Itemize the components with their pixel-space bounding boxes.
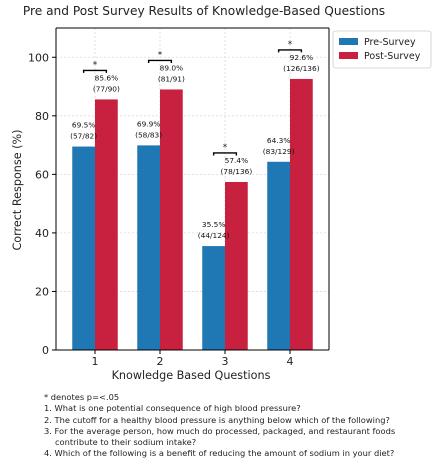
x-tick-label: 3 (222, 355, 229, 368)
bar-chart: Pre and Post Survey Results of Knowledge… (11, 4, 432, 382)
significance-bracket-1 (82, 69, 108, 73)
question-3: 3. For the average person, how much do p… (44, 425, 396, 448)
post-survey-label-1-percent: 85.6% (95, 73, 118, 82)
pre-survey-label-1-count: (57/82) (70, 132, 97, 141)
post-survey-label-4-count: (126/136) (283, 64, 320, 73)
significance-bracket-3 (212, 152, 238, 156)
y-tick-label: 80 (35, 110, 49, 123)
axes: 0 20 40 60 80 100 1 2 3 4 (28, 27, 330, 368)
y-tick-label: 100 (28, 51, 49, 64)
significance-markers: * * * * (82, 40, 303, 156)
significance-footnote: * denotes p=<.05 (44, 392, 120, 402)
chart-title: Pre and Post Survey Results of Knowledge… (23, 4, 385, 18)
legend-label: Post-Survey (364, 51, 421, 62)
legend-swatch (339, 52, 358, 59)
data-labels: 69.5% (57/82) 85.6% (77/90) 69.9% (58/83) 89.0… (70, 53, 320, 240)
post-survey-bar-2 (160, 89, 183, 351)
post-survey-label-4-percent: 92.6% (290, 53, 313, 62)
question-1: 1. What is one potential consequence of … (44, 403, 301, 414)
pre-survey-label-4-count: (83/129) (263, 147, 295, 156)
significance-star-4: * (288, 40, 292, 50)
x-tick-label: 2 (157, 355, 164, 368)
pre-survey-label-2-percent: 69.9% (137, 119, 160, 128)
y-tick-label: 40 (35, 227, 49, 240)
bars (72, 78, 313, 351)
post-survey-label-2-count: (81/91) (158, 74, 185, 83)
notes: * denotes p=<.05 1. What is one potentia… (44, 392, 438, 460)
post-survey-label-3-percent: 57.4% (225, 156, 248, 165)
significance-bracket-2 (147, 59, 173, 63)
significance-bracket-4 (277, 49, 303, 53)
significance-star-2: * (158, 50, 162, 60)
post-survey-bar-1 (95, 99, 118, 351)
question-2: 2. The cutoff for a healthy blood pressu… (44, 414, 390, 425)
pre-survey-bar-4 (267, 161, 290, 350)
significance-star-1: * (93, 60, 97, 70)
legend-swatch (339, 38, 358, 45)
legend-label: Pre-Survey (364, 37, 416, 48)
y-axis-label: Correct Response (%) (11, 129, 24, 250)
post-survey-label-2-percent: 89.0% (160, 63, 183, 72)
pre-survey-label-1-percent: 69.5% (72, 121, 95, 130)
pre-survey-label-3-percent: 35.5% (202, 220, 225, 229)
y-tick-label: 20 (35, 285, 49, 298)
post-survey-label-1-count: (77/90) (93, 84, 120, 93)
legend: Pre-Survey Post-Survey (332, 30, 432, 69)
y-tick-label: 0 (42, 344, 49, 357)
x-tick-label: 4 (287, 355, 294, 368)
pre-survey-label-4-percent: 64.3% (267, 136, 290, 145)
post-survey-bar-4 (290, 78, 313, 351)
significance-star-3: * (223, 143, 227, 153)
x-tick-label: 1 (92, 355, 99, 368)
pre-survey-bar-1 (72, 146, 95, 350)
y-tick-label: 60 (35, 168, 49, 181)
question-4: 4. Which of the following is a benefit o… (44, 448, 395, 459)
pre-survey-bar-2 (137, 145, 160, 350)
pre-survey-label-3-count: (44/124) (198, 231, 230, 240)
post-survey-label-3-count: (78/136) (220, 167, 252, 176)
post-survey-bar-3 (225, 181, 248, 350)
x-axis-label: Knowledge Based Questions (112, 369, 271, 382)
pre-survey-bar-3 (202, 246, 225, 350)
pre-survey-label-2-count: (58/83) (135, 130, 162, 139)
